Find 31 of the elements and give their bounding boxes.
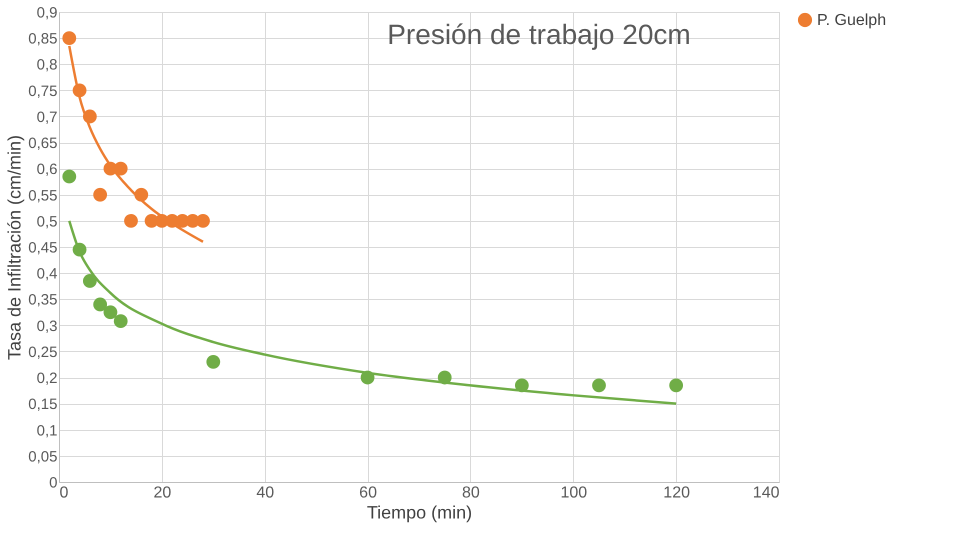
x-axis-title: Tiempo (min) xyxy=(366,502,472,522)
x-tick-label: 0 xyxy=(60,484,68,502)
y-tick-label: 0,6 xyxy=(36,161,58,178)
y-tick-label: 0,5 xyxy=(36,213,58,230)
x-tick-label: 60 xyxy=(359,484,378,502)
x-tick-label: 20 xyxy=(153,484,172,502)
y-tick-label: 0,9 xyxy=(36,4,58,22)
y-tick-label: 0,45 xyxy=(28,240,58,256)
y-tick-label: 0,2 xyxy=(36,370,58,388)
x-tick-label: 40 xyxy=(256,484,274,502)
x-tick-label: 100 xyxy=(560,484,588,502)
y-tick-label: 0,05 xyxy=(28,448,58,466)
y-tick-label: 0,1 xyxy=(36,422,58,440)
chart-title: Presión de trabajo 20cm xyxy=(387,19,691,50)
x-tick-label: 80 xyxy=(462,484,480,502)
y-tick-label: 0,35 xyxy=(28,292,58,309)
y-tick-label: 0,55 xyxy=(28,187,58,204)
legend-label: P. Guelph xyxy=(817,12,886,29)
y-tick-label: 0,3 xyxy=(36,318,58,335)
y-axis-title: Tasa de Infiltración (cm/min) xyxy=(4,134,24,360)
y-tick-label: 0,7 xyxy=(36,108,58,126)
line-series xyxy=(68,220,678,405)
y-tick-label: 0,8 xyxy=(36,56,58,74)
x-tick-label: 140 xyxy=(752,484,780,502)
y-tick-label: 0,65 xyxy=(28,135,58,152)
y-tick-label: 0,75 xyxy=(28,82,58,100)
x-tick-label: 120 xyxy=(663,484,690,502)
y-tick-label: 0,15 xyxy=(28,396,58,414)
y-tick-label: 0,25 xyxy=(28,344,58,361)
y-tick-label: 0,4 xyxy=(36,266,58,283)
y-tick-label: 0,85 xyxy=(28,30,58,48)
